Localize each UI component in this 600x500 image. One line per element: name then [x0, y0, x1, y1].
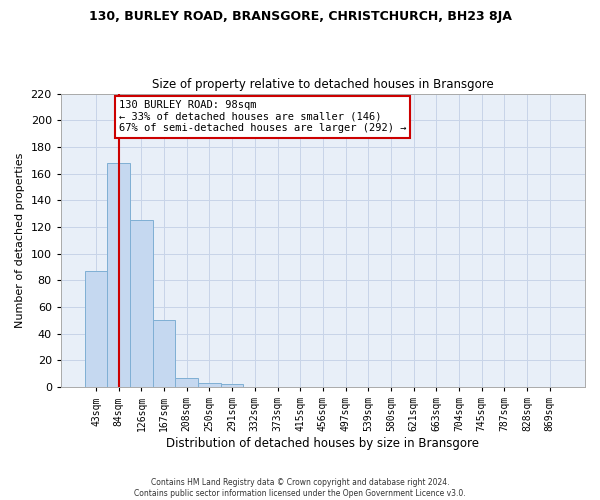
Bar [85, 271, 107, 387]
Bar [175, 378, 198, 387]
X-axis label: Distribution of detached houses by size in Bransgore: Distribution of detached houses by size … [166, 437, 479, 450]
Bar [198, 383, 221, 387]
Title: Size of property relative to detached houses in Bransgore: Size of property relative to detached ho… [152, 78, 494, 91]
Text: Contains HM Land Registry data © Crown copyright and database right 2024.
Contai: Contains HM Land Registry data © Crown c… [134, 478, 466, 498]
Bar [130, 220, 153, 387]
Y-axis label: Number of detached properties: Number of detached properties [15, 152, 25, 328]
Text: 130 BURLEY ROAD: 98sqm
← 33% of detached houses are smaller (146)
67% of semi-de: 130 BURLEY ROAD: 98sqm ← 33% of detached… [119, 100, 406, 134]
Text: 130, BURLEY ROAD, BRANSGORE, CHRISTCHURCH, BH23 8JA: 130, BURLEY ROAD, BRANSGORE, CHRISTCHURC… [89, 10, 511, 23]
Bar [221, 384, 244, 387]
Bar [153, 320, 175, 387]
Bar [107, 163, 130, 387]
